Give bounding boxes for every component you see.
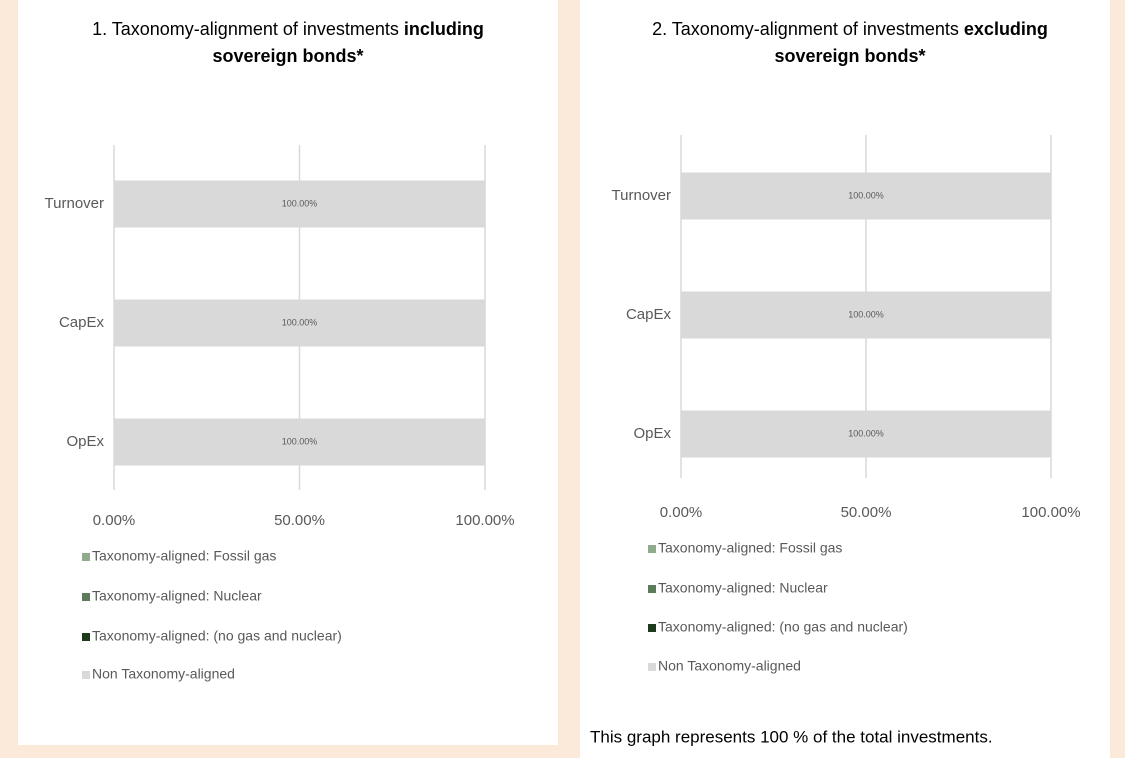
legend-label: Taxonomy-aligned: (no gas and nuclear) — [92, 628, 342, 644]
x-tick-label: 0.00% — [660, 504, 703, 521]
legend-swatch — [82, 633, 90, 641]
chart-title: 1. Taxonomy-alignment of investments incl… — [92, 19, 484, 39]
value-label: 100.00% — [282, 198, 318, 208]
category-label: CapEx — [626, 306, 672, 323]
x-tick-label: 50.00% — [841, 504, 892, 521]
legend-swatch — [648, 663, 656, 671]
category-label: Turnover — [45, 195, 104, 212]
legend-swatch — [82, 671, 90, 679]
legend-label: Taxonomy-aligned: Nuclear — [92, 588, 262, 604]
title-run: 2. Taxonomy-alignment of investments — [652, 19, 959, 39]
panel — [18, 0, 558, 745]
legend-swatch — [648, 585, 656, 593]
panel — [580, 0, 1110, 758]
title-run: excluding — [964, 19, 1048, 39]
x-tick-label: 100.00% — [455, 512, 514, 529]
legend-swatch — [648, 624, 656, 632]
bar-segment — [114, 299, 485, 347]
title-run: including — [404, 19, 484, 39]
x-tick-label: 50.00% — [274, 512, 325, 529]
bar-segment — [114, 418, 485, 466]
bar-segment — [681, 291, 1051, 339]
value-label: 100.00% — [282, 317, 318, 327]
legend-label: Taxonomy-aligned: (no gas and nuclear) — [658, 619, 908, 635]
legend-swatch — [82, 553, 90, 561]
value-label: 100.00% — [848, 190, 884, 200]
title-run: 1. Taxonomy-alignment of investments — [92, 19, 399, 39]
chart-title: 2. Taxonomy-alignment of investments excl… — [652, 19, 1048, 39]
value-label: 100.00% — [848, 309, 884, 319]
category-label: OpEx — [66, 433, 104, 450]
legend-label: Taxonomy-aligned: Fossil gas — [92, 548, 276, 564]
chart-title: sovereign bonds* — [774, 46, 925, 66]
bar-segment — [681, 410, 1051, 458]
value-label: 100.00% — [848, 428, 884, 438]
x-tick-label: 100.00% — [1021, 504, 1080, 521]
category-label: Turnover — [612, 187, 671, 204]
legend-label: Taxonomy-aligned: Fossil gas — [658, 540, 842, 556]
legend-swatch — [648, 545, 656, 553]
legend-label: Non Taxonomy-aligned — [658, 658, 801, 674]
x-tick-label: 0.00% — [93, 512, 136, 529]
category-label: OpEx — [633, 425, 671, 442]
chart-title: sovereign bonds* — [212, 46, 363, 66]
value-label: 100.00% — [282, 436, 318, 446]
category-label: CapEx — [59, 314, 105, 331]
bar-segment — [114, 180, 485, 228]
title-run: sovereign bonds* — [212, 46, 363, 66]
legend-label: Taxonomy-aligned: Nuclear — [658, 580, 828, 596]
note: This graph represents 100 % of the total… — [590, 727, 993, 746]
legend-label: Non Taxonomy-aligned — [92, 666, 235, 682]
title-run: sovereign bonds* — [774, 46, 925, 66]
bar-segment — [681, 172, 1051, 220]
legend-swatch — [82, 593, 90, 601]
